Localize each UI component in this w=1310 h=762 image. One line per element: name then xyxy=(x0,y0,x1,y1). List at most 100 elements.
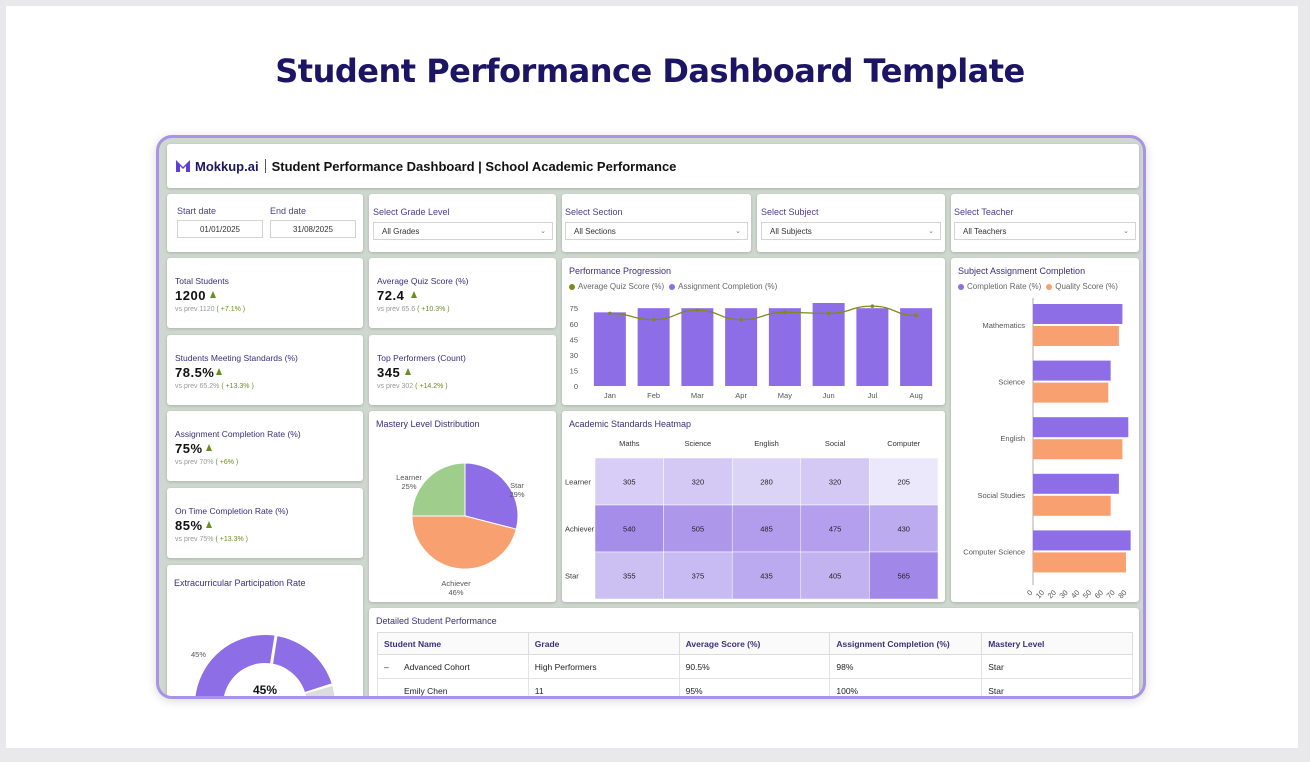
grade-level-label: Select Grade Level xyxy=(373,207,450,217)
y-tick-label: 45 xyxy=(570,335,578,344)
completion-bar xyxy=(900,308,933,386)
teacher-select[interactable]: All Teachers ⌄ xyxy=(954,222,1136,240)
trend-up-icon xyxy=(206,521,212,528)
pie-label: Star xyxy=(510,481,524,490)
legend-quality-label: Quality Score (%) xyxy=(1055,282,1118,291)
chevron-down-icon: ⌄ xyxy=(928,228,934,235)
column-header[interactable]: Mastery Level xyxy=(981,632,1133,655)
mastery-cell: Star xyxy=(981,678,1133,696)
x-tick-label: Jan xyxy=(604,391,616,400)
start-date-input[interactable]: 01/01/2025 xyxy=(177,220,263,238)
kpi-label: Top Performers (Count) xyxy=(377,353,466,363)
kpi-previous: vs prev 70% ( +6% ) xyxy=(175,459,238,466)
x-tick-label: 50 xyxy=(1081,588,1093,600)
column-header[interactable]: Average Score (%) xyxy=(678,632,831,655)
start-date-label: Start date xyxy=(177,206,217,216)
subject-select[interactable]: All Subjects ⌄ xyxy=(761,222,941,240)
heatmap-column-label: Computer xyxy=(887,439,920,448)
dashboard-header: Mokkup.ai Student Performance Dashboard … xyxy=(167,144,1139,188)
pie-slice-achiever xyxy=(411,515,517,570)
heatmap-cell-value: 280 xyxy=(760,478,773,487)
kpi-value: 85% xyxy=(175,518,203,533)
x-tick-label: Feb xyxy=(647,391,660,400)
heatmap-card: Academic Standards Heatmap Maths Science E… xyxy=(562,411,945,602)
quiz-score-point xyxy=(783,310,787,315)
heatmap-cell xyxy=(731,457,802,506)
extracurricular-donut xyxy=(195,635,335,696)
heatmap-cell xyxy=(869,457,939,506)
section-select[interactable]: All Sections ⌄ xyxy=(565,222,748,240)
grade-filter-card: Select Grade Level All Grades ⌄ xyxy=(369,194,556,252)
teacher-value: All Teachers xyxy=(963,226,1007,236)
y-tick-label: 60 xyxy=(570,320,578,329)
grade-level-select[interactable]: All Grades ⌄ xyxy=(373,222,553,240)
quality-score-bar xyxy=(1033,439,1123,460)
heatmap-row-label: Achiever xyxy=(565,525,595,534)
completion-cell: 100% xyxy=(829,678,983,696)
heatmap-cell-value: 305 xyxy=(623,478,636,487)
x-tick-label: 10 xyxy=(1034,588,1046,600)
legend-quiz-label: Average Quiz Score (%) xyxy=(578,282,665,291)
kpi-previous: vs prev 65.2% ( +13.3% ) xyxy=(175,383,254,390)
end-date-input[interactable]: 31/08/2025 xyxy=(270,220,356,238)
heatmap-cell xyxy=(594,504,664,553)
completion-rate-bar xyxy=(1033,417,1129,438)
page-title: Student Performance Dashboard Template xyxy=(275,52,1025,90)
column-header[interactable]: Student Name xyxy=(377,632,529,655)
heatmap-cell-value: 205 xyxy=(897,478,910,487)
kpi-students-meeting-standards: Students Meeting Standards (%) 78.5% vs … xyxy=(167,335,363,405)
dashboard-title: Student Performance Dashboard | School A… xyxy=(271,158,677,174)
participation-segment xyxy=(195,635,332,696)
avg-score-cell: 90.5% xyxy=(678,654,831,679)
quality-score-bar xyxy=(1033,552,1126,573)
table-row[interactable]: – Advanced Cohort High Performers 90.5% 9… xyxy=(377,654,1133,679)
pie-label: Achiever xyxy=(441,579,471,588)
heatmap-cell xyxy=(663,457,733,506)
subject-completion-chart: Mathematics Science English Social Studies C… xyxy=(963,298,1131,600)
legend-completion-label: Assignment Completion (%) xyxy=(678,282,778,291)
heatmap-cell xyxy=(663,504,733,553)
completion-rate-bar xyxy=(1033,530,1131,551)
teacher-filter-card: Select Teacher All Teachers ⌄ xyxy=(951,194,1139,252)
heatmap-cell xyxy=(731,504,802,553)
completion-bar xyxy=(768,308,801,386)
collapse-toggle[interactable]: – xyxy=(384,661,389,672)
column-header[interactable]: Assignment Completion (%) xyxy=(829,632,983,655)
completion-bar xyxy=(812,303,845,386)
legend-swatch-completion xyxy=(669,283,676,290)
heatmap-cell-value: 430 xyxy=(897,525,910,534)
legend-swatch-quality xyxy=(1046,283,1053,290)
subject-label: Select Subject xyxy=(761,207,819,217)
avg-score-cell: 95% xyxy=(678,678,831,696)
kpi-change: ( +13.3% ) xyxy=(221,383,254,390)
y-tick-label: 75 xyxy=(570,304,578,313)
heatmap-column-label: Maths xyxy=(619,439,640,448)
date-filter-card: Start date 01/01/2025 End date 31/08/202… xyxy=(167,194,363,252)
x-tick-label: 80 xyxy=(1116,588,1128,600)
heatmap-cell xyxy=(800,504,870,553)
subject-filter-card: Select Subject All Subjects ⌄ xyxy=(757,194,945,252)
detailed-performance-card: Detailed Student Performance Student Nam… xyxy=(369,608,1139,696)
kpi-change: ( +14.2% ) xyxy=(415,383,448,390)
performance-legend: Average Quiz Score (%) Assignment Comple… xyxy=(566,282,777,291)
x-tick-label: 70 xyxy=(1105,588,1117,600)
mokkup-logo-icon xyxy=(176,160,190,172)
pie-value: 25% xyxy=(401,482,416,491)
chevron-down-icon: ⌄ xyxy=(540,228,546,235)
completion-cell: 98% xyxy=(829,654,983,679)
completion-bar xyxy=(681,308,714,386)
column-header[interactable]: Grade xyxy=(527,632,680,655)
quiz-score-point xyxy=(608,311,612,316)
heatmap-cell xyxy=(800,457,870,506)
kpi-total-students: Total Students 1200 vs prev 1120 ( +7.1%… xyxy=(167,258,363,328)
pie-slice-learner xyxy=(411,462,466,517)
heatmap-column-label: Social xyxy=(825,439,846,448)
heatmap-cell-value: 320 xyxy=(692,478,705,487)
student-name: Advanced Cohort xyxy=(404,661,470,672)
heatmap-cell-value: 435 xyxy=(760,572,773,581)
kpi-prev-text: vs prev 65.6 xyxy=(377,306,416,313)
table-row[interactable]: Emily Chen 11 95% 100% Star xyxy=(377,678,1133,696)
extracurricular-center-value: 45% xyxy=(252,683,278,697)
grade-level-value: All Grades xyxy=(382,226,420,236)
